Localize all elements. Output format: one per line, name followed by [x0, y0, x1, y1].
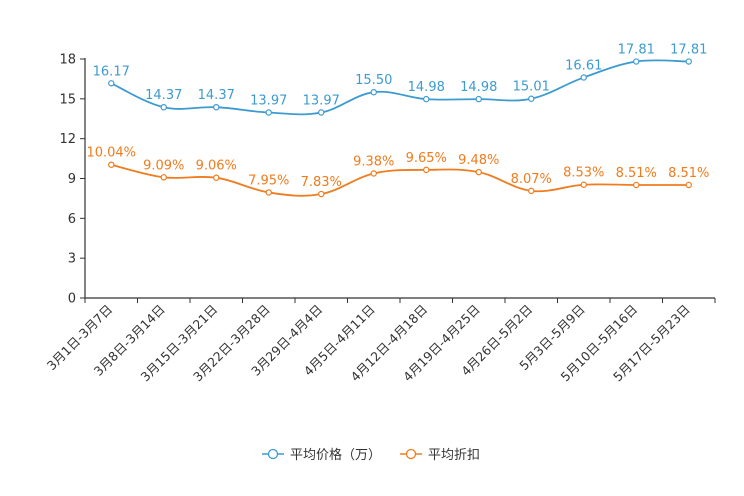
- series-1-data-label: 15.01: [513, 80, 550, 95]
- data-labels: 16.17 14.37 14.37 13.97 13.97 15.50 14.98 14.98…: [86, 43, 709, 191]
- y-tick-label: 0: [68, 292, 76, 307]
- series-1-point[interactable]: [685, 58, 692, 65]
- series-2-data-label: 8.53%: [563, 166, 604, 181]
- series-2-point[interactable]: [318, 190, 325, 198]
- y-tick-label: 15: [59, 92, 76, 107]
- series-2-data-label: 8.51%: [616, 166, 657, 181]
- series-layer: [108, 58, 692, 198]
- series-2-point[interactable]: [370, 170, 377, 177]
- y-tick-label: 18: [59, 53, 76, 68]
- y-tick-label: 3: [68, 252, 76, 267]
- series-1-data-label: 17.81: [670, 43, 707, 58]
- series-2-point[interactable]: [528, 187, 535, 195]
- series-line-1: [110, 59, 689, 116]
- series-2-data-label: 7.83%: [301, 175, 342, 190]
- series-2-data-label: 10.04%: [86, 146, 136, 161]
- series-1-data-label: 15.50: [355, 73, 392, 88]
- series-2-data-label: 9.48%: [458, 153, 499, 168]
- series-1-data-label: 14.98: [408, 80, 445, 95]
- series-1-point[interactable]: [318, 109, 325, 116]
- series-1-data-label: 17.81: [618, 43, 655, 58]
- series-2-data-label: 9.06%: [196, 159, 237, 174]
- series-2-data-label: 9.38%: [353, 154, 394, 169]
- series-2-point[interactable]: [633, 181, 640, 189]
- legend-label: 平均折扣: [428, 448, 480, 463]
- series-1-data-label: 14.98: [460, 80, 497, 95]
- series-1-data-label: 13.97: [250, 94, 287, 109]
- series-2-data-label: 9.65%: [406, 151, 447, 166]
- legend-item-1[interactable]: 平均价格（万）: [262, 447, 381, 463]
- legend-item-2[interactable]: 平均折扣: [400, 448, 480, 463]
- series-2-data-label: 9.09%: [143, 158, 184, 173]
- series-1-data-label: 14.37: [198, 88, 235, 103]
- series-1-point[interactable]: [265, 109, 272, 116]
- series-2-point[interactable]: [475, 168, 482, 176]
- series-2-point[interactable]: [685, 181, 692, 189]
- series-1-point[interactable]: [580, 74, 587, 81]
- series-2-data-label: 8.07%: [511, 172, 552, 187]
- series-2-point[interactable]: [580, 181, 587, 188]
- series-1-point[interactable]: [475, 95, 482, 103]
- series-1-point[interactable]: [633, 58, 640, 65]
- series-2-point[interactable]: [265, 189, 272, 196]
- series-2-point[interactable]: [108, 161, 115, 168]
- legend[interactable]: 平均价格（万） 平均折扣: [262, 447, 480, 463]
- series-2-point[interactable]: [160, 174, 167, 181]
- series-2-data-label: 7.95%: [248, 173, 289, 188]
- legend-swatch-marker: [267, 448, 279, 460]
- series-1-data-label: 14.37: [145, 88, 182, 103]
- series-2-point[interactable]: [213, 174, 220, 181]
- series-1-point[interactable]: [160, 103, 167, 111]
- legend-label: 平均价格（万）: [290, 447, 381, 463]
- y-tick-label: 12: [59, 132, 76, 147]
- series-1-point[interactable]: [108, 80, 115, 87]
- series-1-data-label: 13.97: [303, 94, 340, 109]
- legend-swatch-marker: [405, 448, 417, 460]
- y-tick-label: 9: [68, 172, 76, 187]
- series-1-data-label: 16.17: [93, 64, 130, 79]
- series-2-data-label: 8.51%: [668, 166, 709, 181]
- series-1-point[interactable]: [213, 103, 220, 111]
- series-line-2: [111, 163, 689, 197]
- series-1-point[interactable]: [423, 95, 430, 103]
- series-1-data-label: 16.61: [565, 58, 602, 73]
- series-1-point[interactable]: [370, 88, 377, 96]
- series-1-point[interactable]: [528, 95, 535, 102]
- series-2-point[interactable]: [423, 166, 430, 174]
- y-tick-label: 6: [68, 212, 76, 227]
